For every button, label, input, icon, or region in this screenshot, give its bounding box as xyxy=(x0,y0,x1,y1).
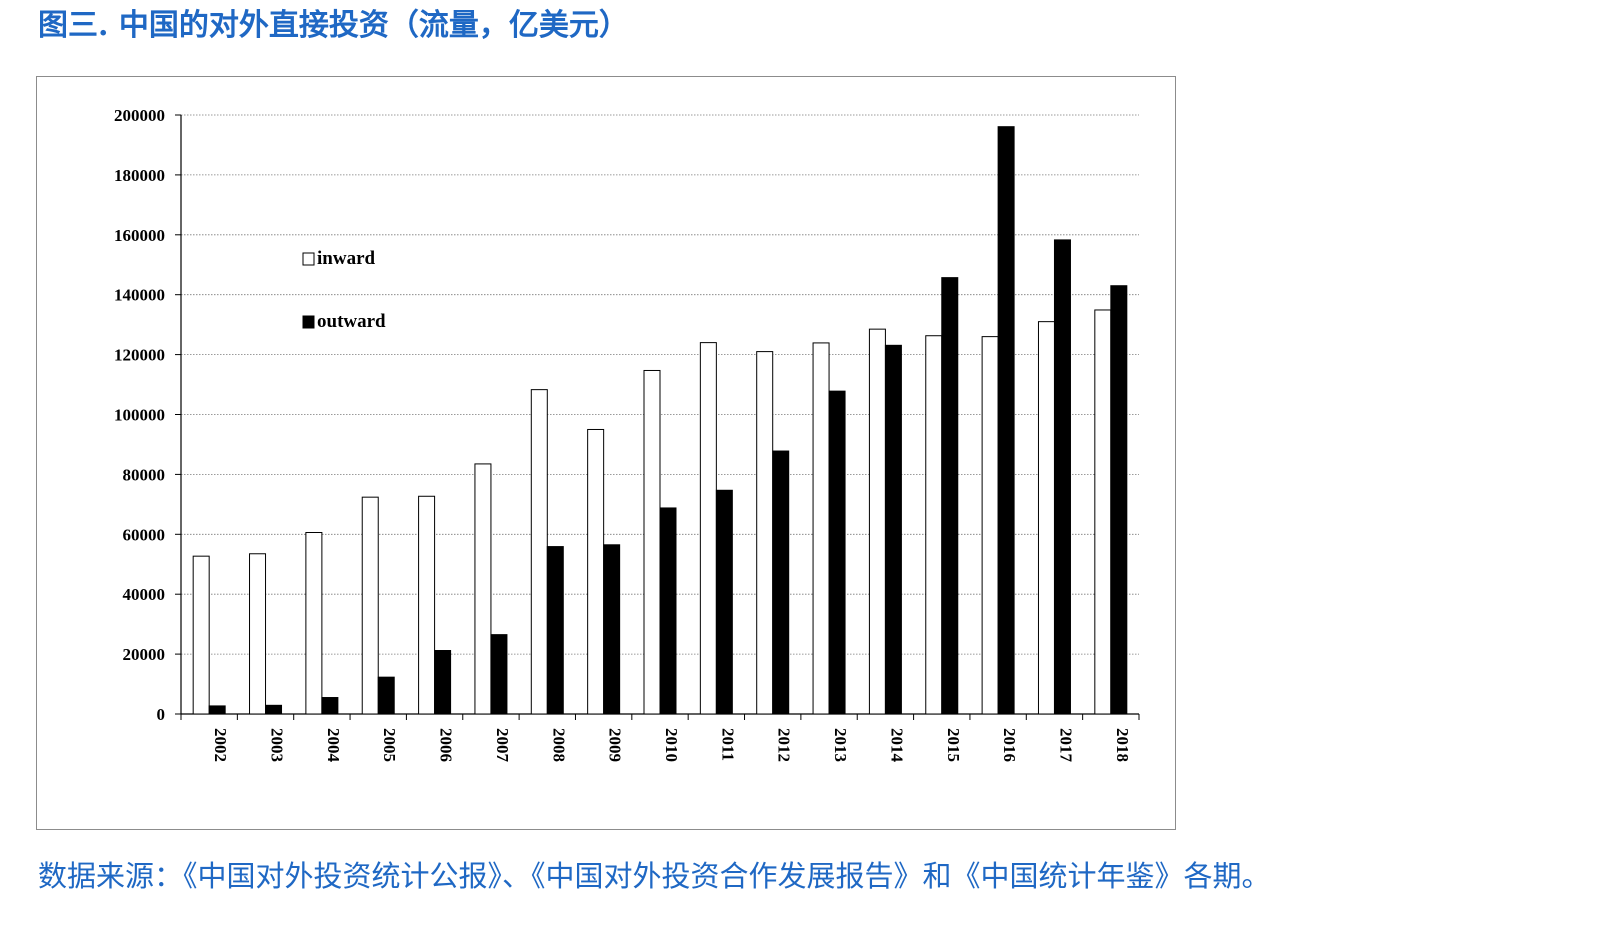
legend-swatch-outward xyxy=(302,315,315,329)
bar-outward-2013 xyxy=(828,390,846,715)
x-tick-label-2017: 2017 xyxy=(1056,728,1075,763)
bar-outward-2005 xyxy=(377,676,395,715)
x-tick-label-2008: 2008 xyxy=(549,728,568,762)
legend-swatch-inward xyxy=(302,252,315,266)
bar-outward-2018 xyxy=(1110,285,1128,715)
y-tick-label: 200000 xyxy=(114,106,165,125)
x-tick-label-2018: 2018 xyxy=(1113,728,1132,762)
x-tick-label-2006: 2006 xyxy=(437,728,456,762)
bar-inward-2011 xyxy=(699,342,717,715)
bar-outward-2016 xyxy=(997,126,1015,715)
bar-outward-2010 xyxy=(659,507,677,715)
x-tick-label-2010: 2010 xyxy=(662,728,681,762)
y-tick-label: 0 xyxy=(157,705,166,724)
bar-inward-2016 xyxy=(981,336,999,715)
x-tick-label-2011: 2011 xyxy=(718,728,737,761)
bar-inward-2008 xyxy=(530,389,548,715)
bar-outward-2002 xyxy=(208,705,226,715)
x-tick-label-2002: 2002 xyxy=(211,728,230,762)
bar-inward-2003 xyxy=(249,553,267,715)
y-tick-label: 180000 xyxy=(114,166,165,185)
bar-inward-2017 xyxy=(1037,321,1055,715)
bar-outward-2011 xyxy=(715,489,733,715)
y-tick-label: 100000 xyxy=(114,406,165,425)
y-tick-label: 40000 xyxy=(123,585,166,604)
bar-outward-2015 xyxy=(941,277,959,715)
bar-outward-2017 xyxy=(1053,239,1071,715)
bar-outward-2006 xyxy=(434,650,452,715)
bar-inward-2018 xyxy=(1094,309,1112,715)
y-tick-label: 80000 xyxy=(123,465,166,484)
chart-frame: 200000 180000 160000 140000 120000 100000 8000… xyxy=(36,76,1176,830)
bar-inward-2005 xyxy=(361,496,379,715)
bar-inward-2002 xyxy=(192,555,210,715)
bar-chart: 2000001800001600001400001200001000008000… xyxy=(114,106,1140,763)
legend-label-inward: inward xyxy=(317,248,376,269)
legend: inward outward xyxy=(302,248,386,332)
bar-inward-2012 xyxy=(756,351,774,715)
x-tick-label-2003: 2003 xyxy=(268,728,287,762)
y-tick-label: 160000 xyxy=(114,226,165,245)
x-tick-label-2004: 2004 xyxy=(324,728,343,763)
x-tick-label-2013: 2013 xyxy=(831,728,850,762)
y-tick-label: 20000 xyxy=(123,645,166,664)
bar-outward-2009 xyxy=(603,544,621,715)
y-tick-label: 60000 xyxy=(123,525,166,544)
x-tick-label-2012: 2012 xyxy=(775,728,794,762)
x-tick-label-2015: 2015 xyxy=(944,728,963,762)
bar-inward-2013 xyxy=(812,342,830,715)
figure-title: 图三. 中国的对外直接投资（流量，亿美元） xyxy=(38,8,629,43)
bar-inward-2007 xyxy=(474,463,492,715)
bar-outward-2008 xyxy=(546,546,564,715)
bar-outward-2014 xyxy=(884,344,902,715)
x-tick-label-2014: 2014 xyxy=(887,728,906,763)
x-tick-label-2005: 2005 xyxy=(380,728,399,762)
legend-label-outward: outward xyxy=(317,311,386,332)
bar-inward-2015 xyxy=(925,335,943,715)
bar-inward-2010 xyxy=(643,369,661,715)
bar-inward-2004 xyxy=(305,532,323,715)
y-tick-label: 140000 xyxy=(114,286,165,305)
bar-outward-2012 xyxy=(772,450,790,715)
x-tick-label-2009: 2009 xyxy=(606,728,625,762)
bar-outward-2007 xyxy=(490,634,508,715)
bar-outward-2004 xyxy=(321,697,339,715)
x-tick-label-2016: 2016 xyxy=(1000,728,1019,762)
source-note: 数据来源：《中国对外投资统计公报》、《中国对外投资合作发展报告》和《中国统计年鉴… xyxy=(38,859,1271,893)
y-tick-label: 120000 xyxy=(114,346,165,365)
bar-outward-2003 xyxy=(265,704,283,715)
x-tick-label-2007: 2007 xyxy=(493,728,512,763)
bar-inward-2009 xyxy=(587,428,605,715)
bar-inward-2006 xyxy=(418,495,436,715)
bar-inward-2014 xyxy=(868,328,886,715)
